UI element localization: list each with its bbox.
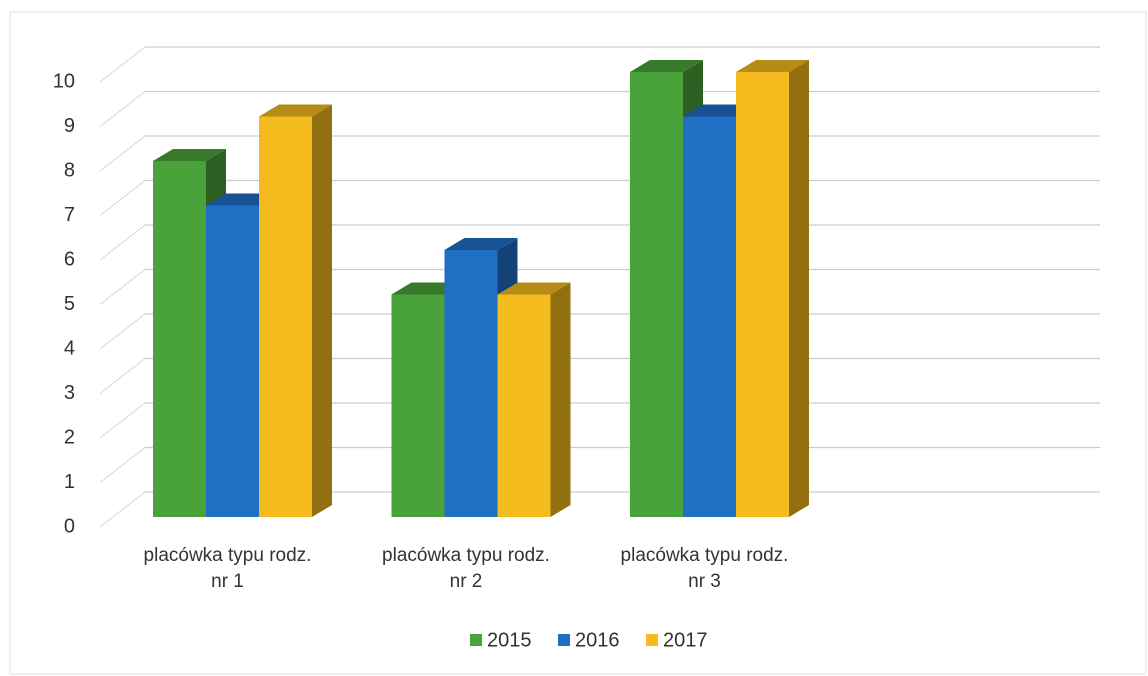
grid-diagonal bbox=[99, 91, 146, 127]
grid-diagonal bbox=[99, 491, 146, 528]
bar bbox=[153, 161, 206, 517]
y-tick-label: 7 bbox=[64, 204, 75, 226]
y-tick-label: 8 bbox=[64, 159, 75, 181]
bar bbox=[391, 294, 445, 517]
bar-side bbox=[550, 282, 571, 517]
legend-label: 2016 bbox=[575, 629, 620, 651]
y-tick-label: 9 bbox=[64, 115, 75, 137]
y-tick-label: 2 bbox=[64, 426, 75, 448]
bar-side bbox=[789, 60, 809, 517]
bar bbox=[259, 116, 312, 517]
x-tick-label: placówka typu rodz. nr 1 bbox=[143, 545, 312, 592]
y-tick-label: 0 bbox=[64, 515, 75, 537]
bar-side bbox=[312, 104, 332, 517]
grid-diagonal bbox=[99, 402, 146, 439]
legend-swatch bbox=[558, 634, 570, 646]
bar-top bbox=[736, 60, 809, 72]
bar-top bbox=[630, 60, 703, 72]
grid-diagonal bbox=[99, 46, 146, 83]
y-tick-label: 4 bbox=[64, 337, 75, 359]
y-tick-label: 10 bbox=[53, 70, 75, 92]
y-tick-label: 3 bbox=[64, 382, 75, 404]
grid-diagonal bbox=[99, 269, 146, 305]
grid-diagonal bbox=[99, 135, 146, 172]
bar bbox=[736, 72, 789, 517]
grid-diagonal bbox=[99, 358, 146, 394]
bar-top bbox=[497, 282, 571, 295]
legend-swatch bbox=[470, 634, 482, 646]
frame bbox=[9, 11, 1147, 675]
bar-top bbox=[444, 238, 518, 250]
x-tick-label: placówka typu rodz. nr 2 bbox=[382, 545, 550, 592]
legend-swatch bbox=[646, 634, 658, 646]
grid-diagonal bbox=[99, 224, 146, 261]
bar bbox=[206, 205, 259, 517]
bar bbox=[497, 294, 551, 517]
legend-label: 2015 bbox=[487, 629, 532, 651]
bar bbox=[444, 250, 498, 517]
grid-diagonal bbox=[99, 447, 146, 483]
bar-top bbox=[153, 149, 226, 161]
x-tick-label: placówka typu rodz. nr 3 bbox=[620, 545, 789, 592]
grid-diagonal bbox=[99, 180, 146, 216]
bar bbox=[630, 72, 683, 517]
y-tick-label: 5 bbox=[64, 293, 75, 315]
y-tick-label: 1 bbox=[64, 471, 75, 493]
grid-diagonal bbox=[99, 313, 146, 350]
y-tick-label: 6 bbox=[64, 248, 75, 270]
legend-label: 2017 bbox=[663, 629, 708, 651]
bar bbox=[683, 116, 736, 517]
bar-top bbox=[259, 104, 332, 117]
